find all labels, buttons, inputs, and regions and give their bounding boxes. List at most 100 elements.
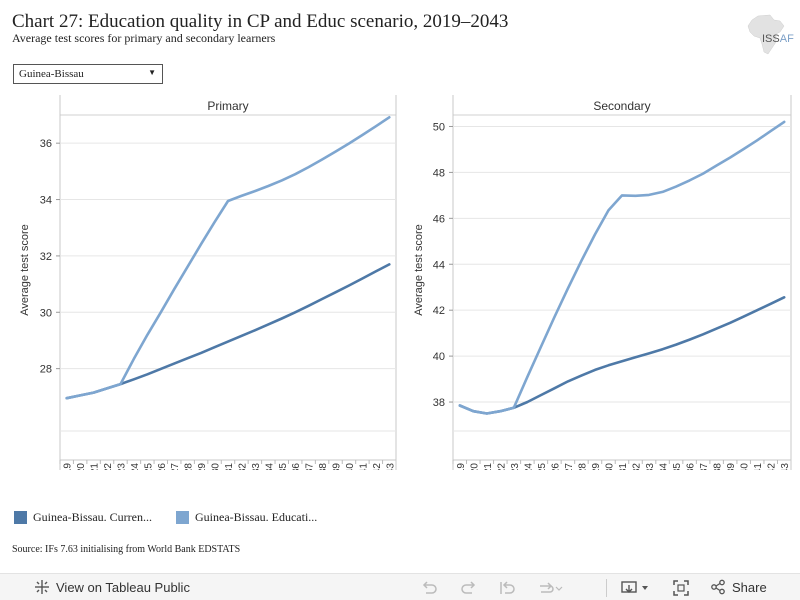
x-tick-label: 2030	[604, 463, 615, 470]
share-button[interactable]: Share	[710, 579, 767, 595]
legend-label-education: Guinea-Bissau. Educati...	[195, 510, 318, 524]
country-filter-value: Guinea-Bissau	[19, 68, 84, 80]
x-tick-label: 2042	[767, 463, 778, 470]
x-tick-label: 2019	[456, 463, 467, 470]
y-tick-label: 30	[40, 307, 52, 319]
x-tick-label: 2023	[510, 463, 521, 470]
tableau-toolbar: View on Tableau Public Share	[0, 573, 800, 600]
y-axis-label: Average test score	[413, 224, 425, 316]
chart-subtitle: Average test scores for primary and seco…	[12, 31, 276, 45]
view-on-tableau-label: View on Tableau Public	[56, 579, 190, 595]
view-on-tableau-button[interactable]: View on Tableau Public	[34, 579, 190, 595]
x-tick-label: 2040	[740, 463, 751, 470]
x-tick-label: 2027	[564, 463, 575, 470]
x-tick-label: 2022	[103, 463, 114, 470]
x-tick-label: 2028	[577, 463, 588, 470]
source-note: Source: IFs 7.63 initialising from World…	[12, 544, 241, 555]
x-tick-label: 2043	[385, 463, 396, 470]
panel-header	[453, 95, 791, 115]
refresh-icon[interactable]	[536, 579, 564, 597]
share-icon	[711, 579, 725, 595]
fullscreen-icon[interactable]	[672, 579, 690, 597]
x-tick-label: 2020	[76, 463, 87, 470]
country-filter-dropdown[interactable]: Guinea-Bissau ▼	[13, 64, 163, 84]
y-tick-label: 50	[433, 121, 445, 133]
x-tick-label: 2037	[305, 463, 316, 470]
x-tick-label: 2032	[237, 463, 248, 470]
x-tick-label: 2026	[550, 463, 561, 470]
x-tick-label: 2024	[523, 463, 534, 470]
x-tick-label: 2043	[780, 463, 791, 470]
y-tick-label: 48	[433, 167, 445, 179]
x-tick-label: 2038	[318, 463, 329, 470]
x-tick-label: 2020	[469, 463, 480, 470]
legend-item-current-path[interactable]: Guinea-Bissau. Curren...	[14, 510, 152, 525]
x-tick-label: 2039	[332, 463, 343, 470]
panel-title: Primary	[207, 99, 248, 113]
series-line-education[interactable]	[458, 120, 786, 415]
x-tick-label: 2042	[372, 463, 383, 470]
x-tick-label: 2025	[143, 463, 154, 470]
africa-map-logo	[747, 14, 785, 55]
y-tick-label: 38	[433, 397, 445, 409]
y-tick-label: 42	[433, 305, 445, 317]
y-tick-label: 36	[40, 138, 52, 150]
x-tick-label: 2021	[483, 463, 494, 470]
download-icon[interactable]	[620, 579, 652, 597]
x-tick-label: 2041	[358, 463, 369, 470]
x-tick-label: 2035	[672, 463, 683, 470]
x-tick-label: 2029	[591, 463, 602, 470]
x-tick-label: 2023	[116, 463, 127, 470]
x-tick-label: 2034	[659, 463, 670, 470]
x-tick-label: 2039	[726, 463, 737, 470]
x-tick-label: 2031	[618, 463, 629, 470]
x-tick-label: 2030	[211, 463, 222, 470]
y-tick-label: 46	[433, 213, 445, 225]
x-tick-label: 2027	[170, 463, 181, 470]
revert-icon[interactable]	[498, 579, 516, 597]
redo-icon[interactable]	[460, 579, 478, 597]
x-tick-label: 2019	[63, 463, 74, 470]
x-tick-label: 2036	[291, 463, 302, 470]
x-tick-label: 2034	[264, 463, 275, 470]
x-tick-label: 2031	[224, 463, 235, 470]
legend-item-education[interactable]: Guinea-Bissau. Educati...	[176, 510, 317, 525]
x-tick-label: 2037	[699, 463, 710, 470]
x-tick-label: 2033	[251, 463, 262, 470]
x-tick-label: 2026	[157, 463, 168, 470]
x-tick-label: 2022	[496, 463, 507, 470]
x-tick-label: 2028	[184, 463, 195, 470]
x-tick-label: 2025	[537, 463, 548, 470]
panel-title: Secondary	[593, 99, 650, 113]
chevron-down-icon: ▼	[148, 68, 156, 77]
tableau-logo-icon	[35, 580, 49, 594]
undo-icon[interactable]	[420, 579, 438, 597]
series-line-current-path[interactable]	[65, 263, 391, 400]
x-tick-label: 2036	[686, 463, 697, 470]
toolbar-separator	[606, 579, 607, 597]
y-axis-label: Average test score	[19, 224, 31, 316]
x-tick-label: 2035	[278, 463, 289, 470]
x-tick-label: 2032	[632, 463, 643, 470]
y-tick-label: 32	[40, 251, 52, 263]
secondary-chart: Secondary 38 40 42 44 46 48 50 Average test scor…	[413, 95, 792, 470]
series-line-current-path[interactable]	[458, 296, 786, 415]
y-tick-label: 34	[40, 195, 52, 207]
legend-swatch-education	[176, 511, 189, 524]
iss-logo-text: ISSAF	[762, 33, 794, 45]
x-tick-label: 2041	[753, 463, 764, 470]
x-tick-label: 2021	[90, 463, 101, 470]
x-tick-label: 2024	[130, 463, 141, 470]
y-tick-label: 28	[40, 364, 52, 376]
panel-header	[60, 95, 396, 115]
legend-label-current-path: Guinea-Bissau. Curren...	[33, 510, 152, 524]
y-tick-label: 40	[433, 351, 445, 363]
series-line-education[interactable]	[65, 115, 391, 400]
legend-swatch-current-path	[14, 511, 27, 524]
x-tick-label: 2038	[713, 463, 724, 470]
x-tick-label: 2029	[197, 463, 208, 470]
x-tick-label: 2040	[345, 463, 356, 470]
y-tick-label: 44	[433, 259, 445, 271]
x-tick-label: 2033	[645, 463, 656, 470]
